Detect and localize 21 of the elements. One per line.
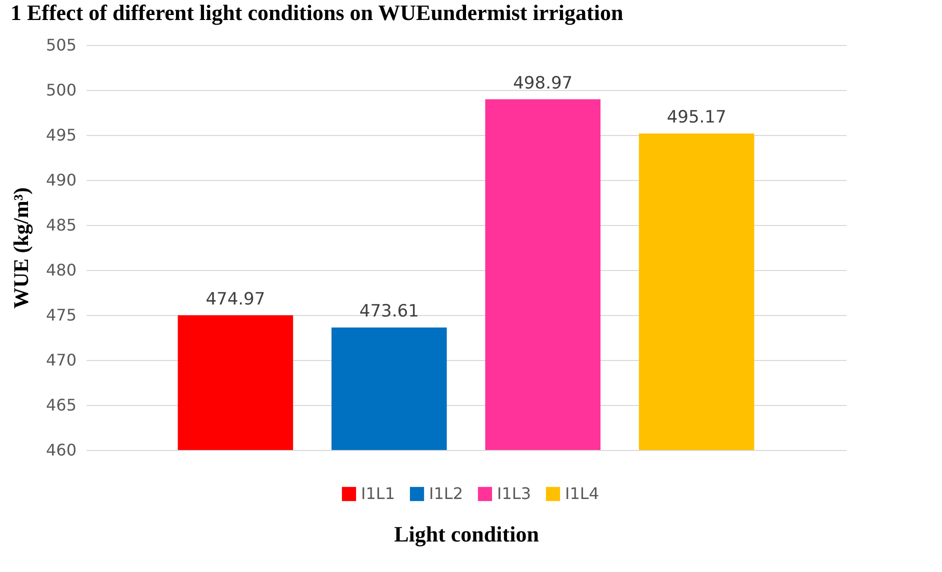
y-tick-label: 465 xyxy=(46,396,76,414)
chart-title: 1 Effect of different light conditions on WUEundermist irrigation xyxy=(10,0,624,25)
data-label: 498.97 xyxy=(513,73,573,94)
legend-label: I1L1 xyxy=(361,484,395,503)
data-label: 473.61 xyxy=(359,302,419,322)
y-tick-label: 480 xyxy=(46,260,76,280)
y-tick-label: 490 xyxy=(46,170,76,190)
y-tick-label: 470 xyxy=(46,350,76,370)
y-tick-label: 485 xyxy=(46,216,76,234)
y-tick-label: 500 xyxy=(46,80,76,100)
y-tick-label: 505 xyxy=(46,36,76,54)
legend-label: I1L4 xyxy=(565,484,599,503)
y-tick-label: 495 xyxy=(46,126,76,144)
legend-label: I1L3 xyxy=(497,484,531,503)
data-label: 495.17 xyxy=(666,107,726,128)
y-tick-label: 475 xyxy=(46,306,76,324)
data-label: 474.97 xyxy=(206,289,266,310)
y-tick-label: 460 xyxy=(46,440,76,460)
y-axis-title: WUE (kg/m³) xyxy=(8,187,33,309)
legend-label: I1L2 xyxy=(429,484,463,503)
x-axis-title: Light condition xyxy=(394,522,539,546)
